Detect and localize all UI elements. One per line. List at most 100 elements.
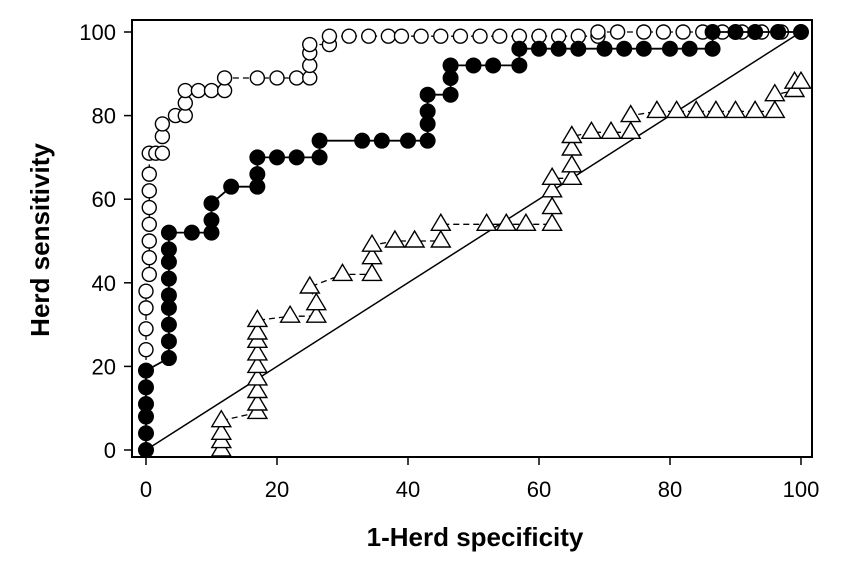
data-point-filled-circle [511,40,528,57]
data-point-open-triangle [744,100,766,119]
data-point-open-triangle [246,367,269,386]
data-point-filled-circle [511,57,528,74]
data-point-open-triangle [764,100,786,119]
data-point-open-circle [154,116,171,132]
data-point-open-triangle [619,104,642,123]
series-layer [138,24,812,458]
data-point-filled-circle [747,24,764,40]
data-point-open-triangle [515,212,537,232]
y-tick-label: 80 [92,104,116,129]
data-point-open-triangle [210,409,233,428]
x-tick-label: 80 [658,477,682,502]
y-axis-title: Herd sensitivity [25,143,55,337]
data-point-open-circle [141,216,157,232]
data-point-open-triangle [580,120,603,140]
data-point-filled-circle [223,178,240,195]
data-point-open-circle [393,28,410,44]
data-point-filled-circle [311,132,328,149]
y-tick-label: 60 [92,187,116,212]
data-point-open-triangle [246,321,269,340]
data-point-open-circle [361,28,377,44]
data-point-open-triangle [541,179,563,198]
data-point-open-triangle [361,263,383,282]
data-point-filled-circle [616,40,633,57]
data-point-open-circle [141,250,157,266]
data-point-open-circle [302,36,318,53]
data-point-open-triangle [561,166,583,186]
data-point-open-triangle [299,275,321,294]
data-point-filled-circle [442,86,459,103]
data-point-open-circle [216,70,233,86]
data-point-open-circle [380,28,397,44]
data-point-open-circle [138,321,154,337]
data-point-filled-circle [203,195,220,212]
data-point-open-circle [321,28,338,44]
data-point-filled-circle [465,57,482,74]
data-point-filled-circle [419,132,436,149]
data-point-open-triangle [361,246,383,265]
data-point-filled-circle [681,40,698,57]
data-point-filled-circle [249,149,266,166]
data-point-open-circle [675,24,691,40]
data-point-open-triangle [279,304,301,323]
data-point-open-circle [190,82,207,99]
data-point-open-circle [433,28,449,44]
y-tick-label: 0 [104,438,116,463]
data-point-open-circle [177,82,194,99]
data-point-open-circle [655,24,672,40]
data-point-open-triangle [495,212,518,232]
y-tick-label: 100 [79,20,116,45]
data-point-open-triangle [541,212,563,232]
data-point-filled-circle [442,57,459,74]
data-point-open-circle [203,82,220,99]
data-point-open-circle [141,266,157,283]
data-point-filled-circle [793,24,809,40]
data-point-filled-circle [485,57,502,74]
x-tick-label: 40 [396,477,420,502]
x-tick-label: 60 [527,477,551,502]
data-point-filled-circle [635,40,652,57]
data-point-open-triangle [430,229,452,248]
data-point-filled-circle [311,149,328,166]
data-point-filled-circle [249,166,266,183]
y-tick-label: 40 [92,271,116,296]
data-point-open-circle [249,70,266,86]
data-point-open-triangle [246,355,269,374]
x-tick-label: 100 [783,477,820,502]
data-point-filled-circle [138,425,154,442]
x-tick-label: 20 [265,477,289,502]
data-point-filled-circle [596,40,613,57]
data-point-filled-circle [419,86,436,103]
data-point-filled-circle [373,132,390,149]
reference-line [145,31,802,451]
x-axis-title: 1-Herd specificity [367,522,584,552]
data-point-filled-circle [160,224,177,241]
data-point-open-triangle [561,154,583,173]
data-point-open-triangle [430,212,452,232]
data-point-open-circle [269,70,285,86]
y-axis: 0 20 40 60 80 100 [79,20,132,463]
data-point-open-triangle [246,342,269,361]
data-point-open-circle [590,24,606,40]
y-tick-label: 20 [92,354,116,379]
data-point-open-circle [413,28,429,44]
data-point-open-triangle [541,196,563,215]
data-point-open-circle [141,183,157,199]
data-point-filled-circle [138,396,154,413]
data-point-open-circle [341,28,357,44]
data-point-filled-circle [288,149,305,166]
data-point-filled-circle [160,270,177,287]
data-point-open-circle [452,28,469,44]
data-point-open-circle [141,199,157,216]
data-point-open-triangle [246,392,269,411]
data-point-open-triangle [305,292,328,311]
data-point-open-triangle [361,233,383,252]
data-point-filled-circle [570,40,587,57]
data-point-filled-circle [138,379,154,396]
data-point-open-circle [154,145,171,161]
data-point-filled-circle [269,149,285,166]
data-point-open-triangle [541,166,563,186]
data-point-filled-circle [203,212,220,229]
data-point-open-triangle [561,125,583,144]
data-point-filled-circle [160,333,177,350]
